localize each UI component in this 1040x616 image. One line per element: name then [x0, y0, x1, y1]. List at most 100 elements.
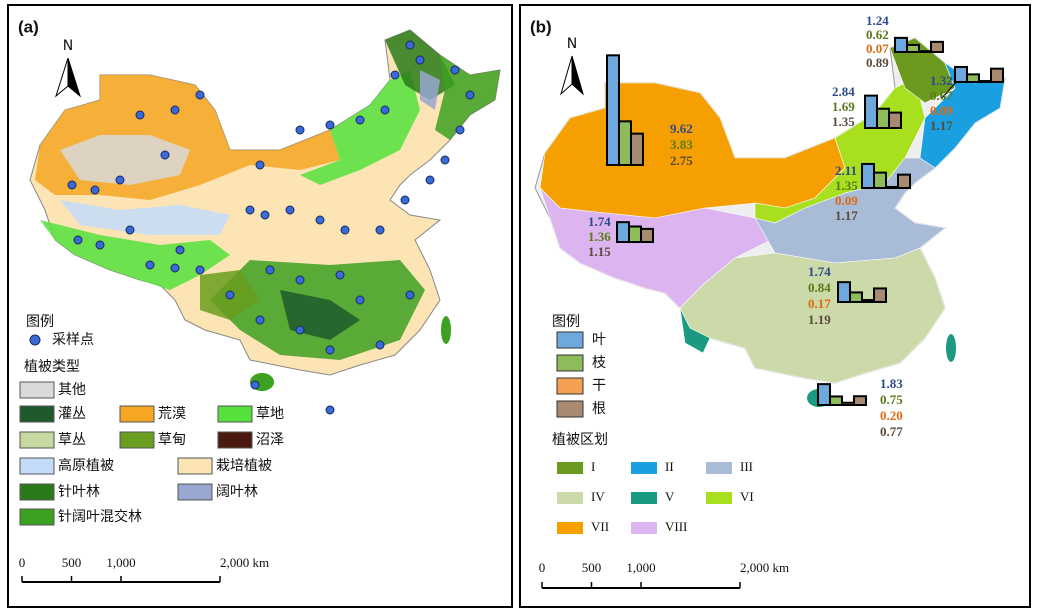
sample-point [295, 325, 305, 335]
ratio-bar [630, 132, 644, 166]
ratio-bar [888, 111, 902, 130]
sample-point [95, 240, 105, 250]
sample-point [315, 215, 325, 225]
sample-point [125, 225, 135, 235]
ratio-label: 0.77 [880, 424, 903, 439]
legend-swatch [217, 431, 253, 449]
ratio-label: 0.75 [880, 392, 903, 407]
sample-point [67, 180, 77, 190]
legend-swatch [119, 405, 155, 423]
legend-label: 枝 [592, 355, 606, 371]
sample-point [250, 380, 260, 390]
ratio-bar [861, 299, 875, 304]
sample-point [415, 55, 425, 65]
panel-label: (a) [18, 17, 39, 36]
ratio-bar [861, 162, 875, 189]
ratio-bar [897, 173, 911, 190]
legend-label: 根 [592, 401, 606, 417]
sample-point [450, 65, 460, 75]
north-arrow [571, 55, 584, 96]
sample-point [390, 70, 400, 80]
ratio-bar [864, 94, 878, 129]
sample-point [255, 315, 265, 325]
vegetation-area [420, 70, 440, 110]
sample-point [295, 275, 305, 285]
legend-label: 针阔叶混交林 [58, 508, 142, 525]
legend-swatch [19, 381, 55, 399]
sample-point [375, 340, 385, 350]
legend-title: 图例 [552, 314, 580, 330]
ratio-label: 0.84 [808, 280, 831, 295]
sample-point [375, 225, 385, 235]
sample-point [455, 125, 465, 135]
sample-point [245, 205, 255, 215]
ratio-bar [930, 40, 944, 53]
legend-swatch [557, 492, 583, 504]
ratio-bar [606, 54, 620, 166]
region-area [679, 307, 711, 354]
legend-label: 栽培植被 [216, 458, 272, 474]
ratio-bar [817, 383, 831, 406]
sample-point [255, 160, 265, 170]
vegetation-area [60, 135, 190, 185]
legend-swatch [19, 508, 55, 526]
panel-label: (b) [530, 17, 552, 36]
sample-point [425, 175, 435, 185]
legend-swatch [556, 331, 584, 349]
sample-point [260, 210, 270, 220]
ratio-bar [885, 185, 899, 189]
ratio-bar [853, 395, 867, 406]
legend-swatch [557, 522, 583, 534]
legend-swatch [706, 462, 732, 474]
sample-point [170, 105, 180, 115]
ratio-label: 0.89 [866, 55, 889, 70]
vegetation-area [40, 220, 230, 290]
ratio-label: 3.83 [670, 137, 693, 152]
ratio-bar [628, 225, 642, 244]
ratio-bar [640, 227, 654, 243]
scale-label: 2,000 km [740, 560, 789, 575]
legend-label: 草地 [256, 406, 284, 422]
legend-swatch [217, 405, 253, 423]
legend-label: 干 [592, 378, 606, 394]
scale-label: 0 [19, 555, 26, 570]
ratio-bar [849, 291, 863, 304]
ratio-bar [978, 79, 992, 83]
legend-swatch [706, 492, 732, 504]
legend-label: VIII [665, 519, 687, 534]
legend-swatch [631, 462, 657, 474]
ratio-label: 1.36 [588, 229, 611, 244]
ratio-label: 2.11 [835, 163, 857, 178]
ratio-bar [918, 50, 932, 53]
ratio-label: 2.84 [832, 84, 855, 99]
legend-label: 灌丛 [58, 406, 86, 422]
legend-label: 针叶林 [58, 484, 100, 500]
island [946, 334, 956, 362]
scale-label: 0 [539, 560, 546, 575]
ratio-label: 0.17 [808, 296, 831, 311]
ratio-bar [954, 65, 968, 84]
vegetation-area [300, 70, 420, 185]
legend-title: 植被类型 [24, 359, 80, 375]
legend-swatch [177, 457, 213, 475]
ratio-label: 1.35 [832, 114, 855, 129]
ratio-label: 0.07 [866, 41, 889, 56]
sample-point [175, 245, 185, 255]
map-a [29, 29, 501, 415]
legend-swatch [19, 457, 55, 475]
legend-title: 图例 [26, 314, 54, 330]
legend-swatch [556, 377, 584, 395]
ratio-bar [841, 401, 855, 407]
legend-label: 阔叶林 [216, 484, 258, 500]
ratio-label: 1.74 [808, 264, 831, 279]
north-label: N [567, 36, 577, 52]
ratio-label: 1.24 [866, 13, 889, 28]
ratio-label: 1.35 [835, 178, 858, 193]
ratio-bar [873, 287, 887, 303]
sample-point [400, 195, 410, 205]
ratio-bar [894, 36, 908, 53]
ratio-label: 9.62 [670, 121, 693, 136]
sample-point [405, 40, 415, 50]
ratio-label: 0.09 [835, 193, 858, 208]
